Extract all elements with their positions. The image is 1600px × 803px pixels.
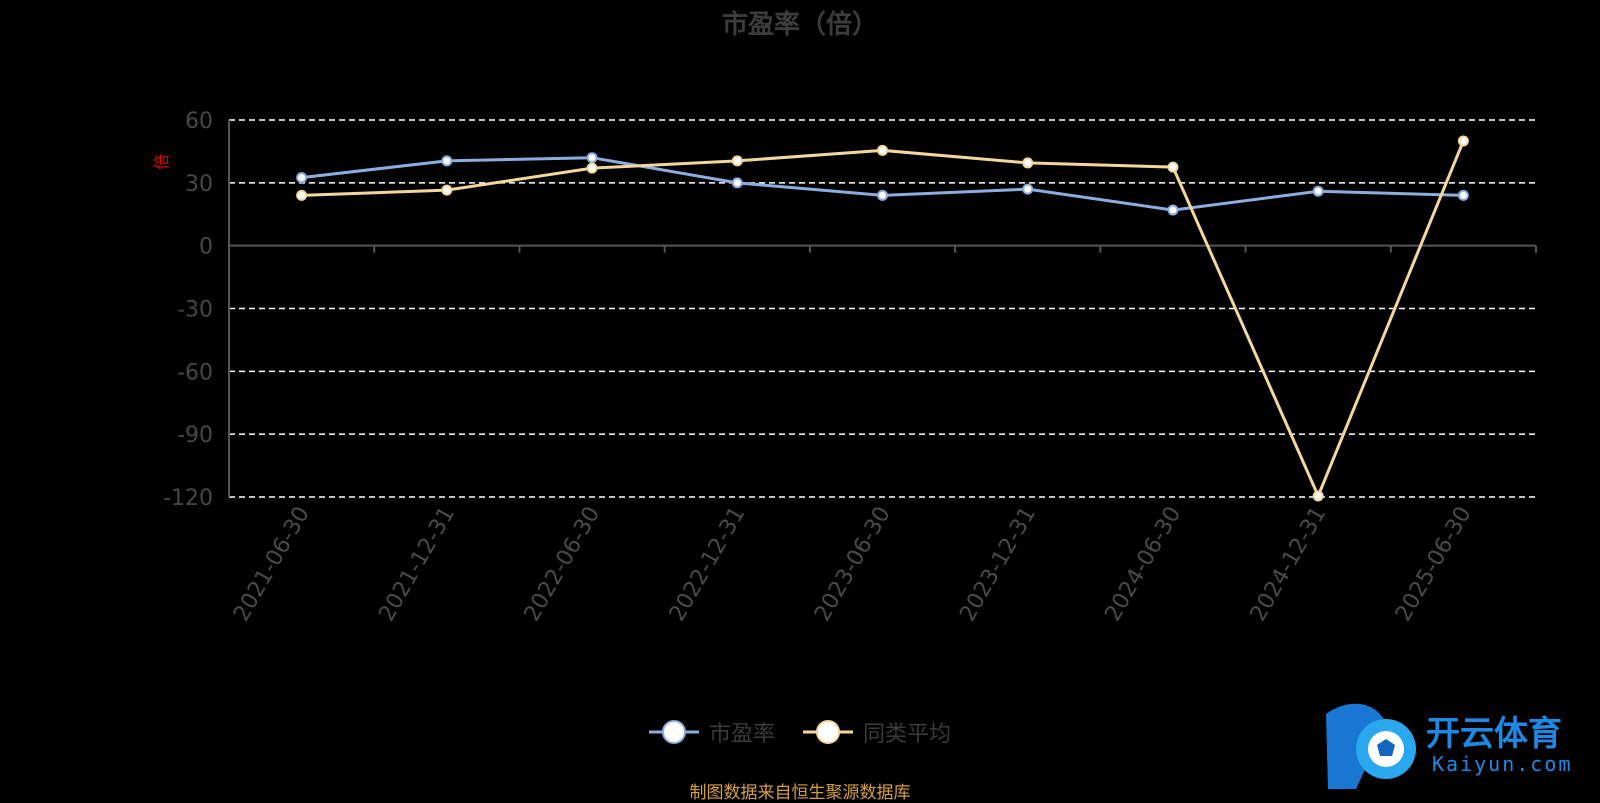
x-tick-labels: 2021-06-30 2021-12-31 2022-06-30 2022-12-31… — [229, 503, 1476, 626]
x-tick-label: 2023-06-30 — [810, 503, 896, 626]
y-tick-label: -60 — [177, 360, 213, 385]
x-tick-label: 2022-12-31 — [665, 503, 751, 626]
y-tick-label: 0 — [199, 235, 213, 260]
legend-marker-pe — [648, 720, 699, 744]
series-line-pe — [301, 156, 1464, 212]
y-tick-label: -90 — [177, 423, 213, 448]
watermark-domain: Kaiyun.com — [1432, 752, 1573, 776]
x-tick-label: 2021-06-30 — [229, 503, 315, 626]
y-tick-label: -30 — [177, 298, 213, 323]
x-tick-label: 2024-06-30 — [1101, 503, 1187, 626]
legend-label-peer-avg: 同类平均 — [863, 722, 952, 747]
y-axis-label: 倍 — [152, 154, 171, 170]
data-point — [1167, 204, 1179, 216]
legend-marker-peer-avg — [803, 720, 853, 744]
legend-label-pe: 市盈率 — [708, 722, 775, 747]
axes — [228, 120, 1537, 497]
source-note: 制图数据来自恒生聚源数据库 — [689, 783, 911, 803]
legend-item-pe[interactable]: 市盈率 — [648, 716, 775, 748]
data-point — [441, 155, 453, 167]
data-point — [1022, 183, 1034, 195]
data-point — [296, 172, 308, 184]
data-point — [296, 189, 308, 201]
data-point — [731, 177, 743, 189]
grid-lines — [229, 119, 1536, 498]
x-tick-label: 2025-06-30 — [1391, 503, 1477, 626]
data-point — [731, 155, 743, 167]
data-point — [1167, 161, 1179, 173]
data-point — [877, 189, 888, 201]
x-tick-label: 2021-12-31 — [374, 503, 460, 626]
y-tick-label: 30 — [185, 172, 213, 197]
chart-title: 市盈率（倍） — [721, 10, 878, 40]
data-point — [877, 144, 888, 156]
y-tick-label: 60 — [185, 109, 213, 134]
data-point — [1022, 157, 1034, 169]
data-point — [1312, 185, 1324, 197]
data-point — [441, 184, 453, 196]
legend-item-peer-avg[interactable]: 同类平均 — [803, 716, 951, 748]
x-tick-label: 2022-06-30 — [520, 503, 606, 626]
legend: 市盈率 同类平均 — [0, 716, 1600, 748]
watermark-logo: 开云体育 Kaiyun.com — [1316, 694, 1596, 794]
data-point — [586, 162, 598, 174]
soccer-ball-logo-icon — [1326, 703, 1416, 789]
data-point — [1457, 189, 1469, 201]
data-point — [586, 152, 598, 164]
y-tick-labels: 60 30 0 -30 -60 -90 -120 — [163, 109, 213, 511]
watermark-brand: 开云体育 — [1426, 714, 1562, 754]
data-point — [1312, 490, 1324, 502]
y-tick-label: -120 — [163, 486, 213, 511]
x-tick-label: 2024-12-31 — [1246, 503, 1332, 626]
series-points — [296, 135, 1469, 502]
data-point — [1457, 135, 1469, 147]
x-tick-label: 2023-12-31 — [955, 503, 1041, 626]
